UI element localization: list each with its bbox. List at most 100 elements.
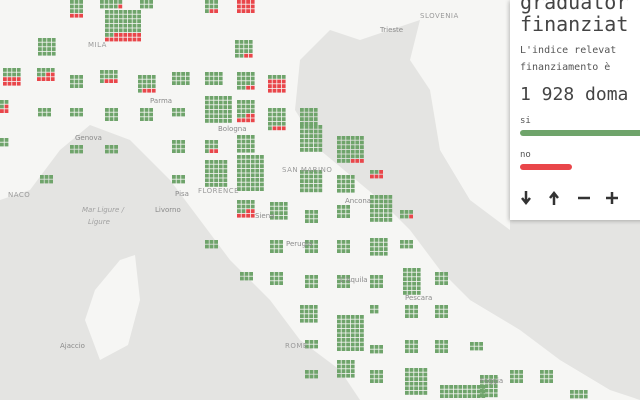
waffle-cell xyxy=(100,74,104,79)
waffle-cell xyxy=(70,13,74,18)
waffle-cell xyxy=(132,37,137,42)
waffle-cell xyxy=(79,4,83,9)
waffle-cell xyxy=(423,377,428,381)
waffle-cell xyxy=(237,85,241,90)
waffle-cell xyxy=(493,393,498,398)
waffle-cell xyxy=(241,72,246,76)
waffle-cell xyxy=(305,344,309,349)
place-label: SAN MARINO xyxy=(282,166,332,174)
waffle-cell xyxy=(360,338,364,342)
waffle-cell xyxy=(374,379,379,383)
legend-label: no xyxy=(520,150,531,160)
waffle-cell xyxy=(7,81,12,86)
waffle-cell xyxy=(181,179,185,184)
waffle-cell xyxy=(260,168,264,173)
waffle-cell xyxy=(379,345,383,349)
waffle-cell xyxy=(549,379,553,383)
waffle-cell xyxy=(304,143,309,148)
waffle-cell xyxy=(205,173,209,178)
waffle-cell xyxy=(313,121,318,126)
waffle-cell xyxy=(79,84,83,88)
waffle-cell xyxy=(268,117,272,121)
waffle-cell xyxy=(414,368,418,372)
waffle-cell xyxy=(246,139,250,144)
waffle-cell xyxy=(374,349,379,354)
waffle-cell xyxy=(440,394,444,398)
waffle-cell xyxy=(114,112,118,117)
waffle-cell xyxy=(435,281,439,285)
waffle-cell xyxy=(409,349,414,353)
waffle-cell xyxy=(270,240,274,244)
waffle-cell xyxy=(223,109,228,114)
waffle-cell xyxy=(38,47,42,51)
waffle-cell xyxy=(360,342,364,347)
waffle-cell xyxy=(383,251,388,256)
waffle-cell xyxy=(435,276,439,281)
waffle-cell xyxy=(337,179,341,184)
sort-up[interactable] xyxy=(549,190,559,205)
waffle-cell xyxy=(409,210,413,214)
waffle-cell xyxy=(370,204,374,208)
waffle-cell xyxy=(149,108,153,112)
waffle-cell xyxy=(209,144,214,149)
waffle-cell xyxy=(250,178,255,182)
waffle-cell xyxy=(350,140,355,145)
sort-icons xyxy=(521,190,618,206)
waffle-cell xyxy=(270,244,274,249)
waffle-cell xyxy=(314,370,318,374)
waffle-cell xyxy=(181,149,185,153)
waffle-cell xyxy=(205,244,209,249)
waffle-cell xyxy=(444,305,448,309)
waffle-cell xyxy=(314,249,318,253)
waffle-cell xyxy=(453,389,458,394)
waffle-cell xyxy=(237,76,241,81)
waffle-cell xyxy=(38,51,42,56)
waffle-cell xyxy=(300,121,304,126)
waffle-cell xyxy=(346,159,350,163)
waffle-cell xyxy=(74,75,79,79)
waffle-cell xyxy=(337,136,341,140)
waffle-cell xyxy=(214,160,218,164)
waffle-cell xyxy=(246,100,250,104)
waffle-cell xyxy=(239,49,244,53)
waffle-cell xyxy=(0,109,4,113)
waffle-cell xyxy=(360,154,364,159)
waffle-cell xyxy=(79,0,83,4)
waffle-cell xyxy=(274,249,279,253)
waffle-cell xyxy=(270,276,274,281)
waffle-cell xyxy=(250,104,255,109)
waffle-cell xyxy=(209,178,214,183)
waffle-cell xyxy=(379,208,383,213)
croatia xyxy=(410,10,510,230)
waffle-cell xyxy=(304,305,309,309)
waffle-cell xyxy=(274,276,279,281)
waffle-cell xyxy=(383,238,388,242)
waffle-cell xyxy=(346,184,350,188)
waffle-cell xyxy=(493,375,498,379)
waffle-cell xyxy=(79,9,83,13)
waffle-cell xyxy=(128,33,132,37)
zoom-in[interactable] xyxy=(606,192,618,204)
waffle-cell xyxy=(113,74,118,79)
waffle-cell xyxy=(412,286,416,291)
waffle-cell xyxy=(309,148,313,152)
waffle-cell xyxy=(400,210,404,214)
waffle-cell xyxy=(128,37,132,42)
waffle-cell xyxy=(309,305,313,309)
waffle-cell xyxy=(272,79,277,84)
waffle-cell xyxy=(250,81,255,85)
waffle-cell xyxy=(181,76,185,81)
waffle-cell xyxy=(255,178,260,182)
waffle-cell xyxy=(416,277,421,281)
sort-down[interactable] xyxy=(521,191,531,206)
waffle-cell xyxy=(268,75,272,79)
waffle-cell xyxy=(239,53,244,58)
waffle-cell xyxy=(416,272,421,277)
waffle-cell xyxy=(241,178,246,182)
waffle-cell xyxy=(444,394,449,398)
waffle-cell xyxy=(40,179,44,184)
waffle-cell xyxy=(109,37,114,42)
waffle-cell xyxy=(240,272,244,276)
waffle-cell xyxy=(218,160,223,164)
waffle-cell xyxy=(272,117,277,121)
